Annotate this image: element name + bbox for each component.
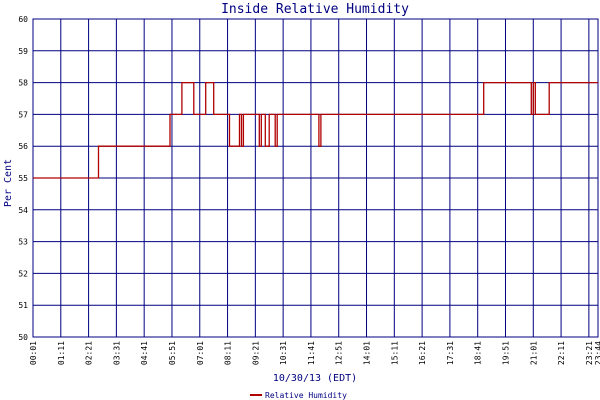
y-tick-label: 56 [18,142,28,151]
x-tick-label: 21:01 [529,341,538,365]
y-tick-label: 54 [18,206,28,215]
y-tick-label: 55 [18,174,28,183]
x-tick-label: 10:31 [279,341,288,365]
y-tick-label: 57 [18,110,28,119]
x-tick-label: 02:21 [85,341,94,365]
x-tick-label: 23:21 [585,341,594,365]
grid-lines [32,18,599,338]
x-tick-label: 19:51 [501,341,510,365]
y-tick-label: 53 [18,238,28,247]
x-tick-label: 11:41 [307,341,316,365]
x-tick-label: 08:11 [224,341,233,365]
series-layer [33,81,598,179]
x-tick-label: 09:21 [251,341,260,365]
y-axis-ticks: 50 51 52 53 54 55 56 57 58 59 60 [18,15,28,342]
legend: Relative Humidity [250,391,347,400]
x-tick-label: 05:51 [168,341,177,365]
y-tick-label: 52 [18,269,28,278]
chart-title: Inside Relative Humidity [221,2,409,17]
y-axis-label: Per Cent [3,159,14,207]
x-axis-label: 10/30/13 (EDT) [273,373,357,384]
y-tick-label: 50 [18,333,28,342]
y-tick-label: 59 [18,47,28,56]
x-tick-label: 23:44 [594,341,600,365]
x-tick-label: 16:21 [418,341,427,365]
x-tick-label: 17:31 [446,341,455,365]
x-tick-label: 15:11 [390,341,399,365]
x-tick-label: 07:01 [196,341,205,365]
x-tick-label: 03:31 [112,341,121,365]
x-tick-label: 00:01 [29,341,38,365]
y-tick-label: 60 [18,15,28,24]
x-tick-label: 18:41 [474,341,483,365]
x-tick-label: 14:01 [363,341,372,365]
y-tick-label: 51 [18,301,28,310]
x-tick-label: 04:41 [140,341,149,365]
x-axis-ticks: 00:01 01:11 02:21 03:31 04:41 05:51 07:01 08:11… [29,341,600,365]
x-tick-label: 12:51 [335,341,344,365]
x-tick-label: 01:11 [57,341,66,365]
x-tick-label: 22:11 [557,341,566,365]
y-tick-label: 58 [18,79,28,88]
legend-label: Relative Humidity [265,391,347,400]
series-line [33,81,598,179]
